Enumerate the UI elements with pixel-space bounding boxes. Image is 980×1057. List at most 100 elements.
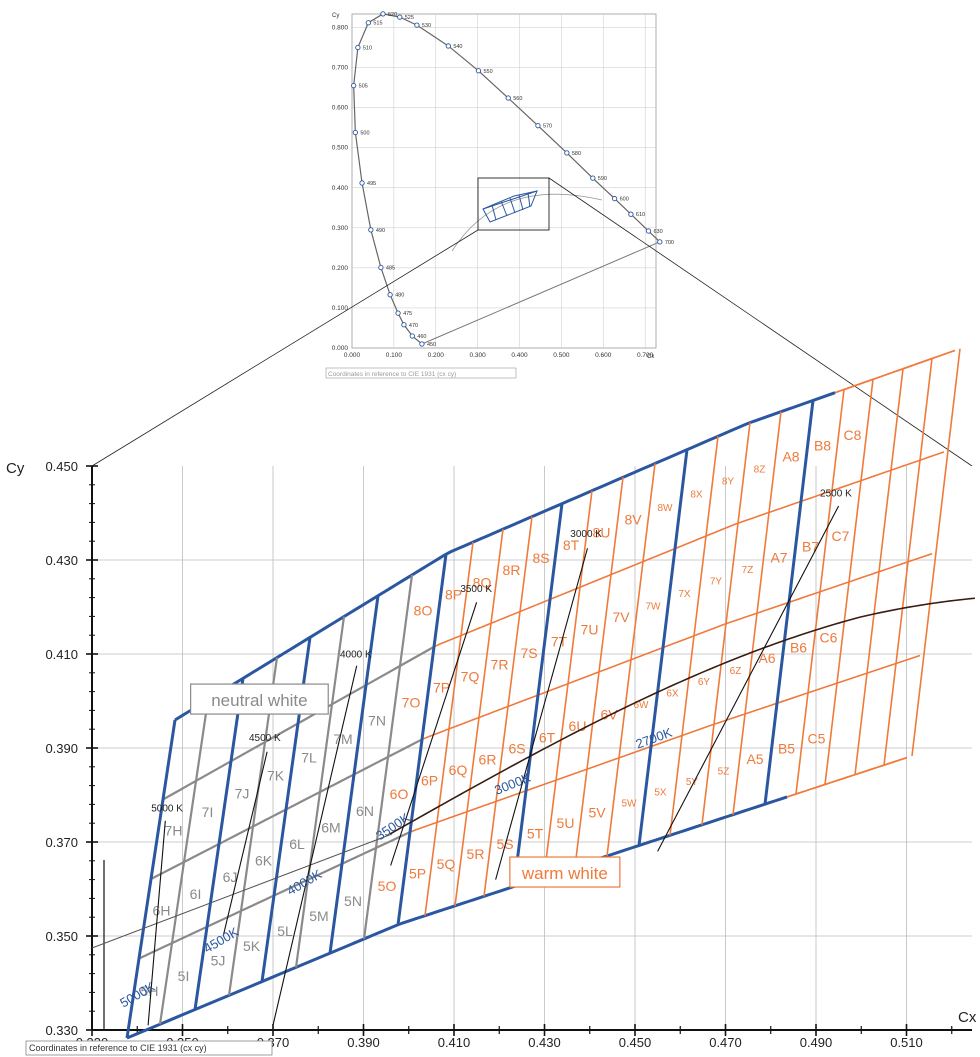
bin-grid: 5H 6H 7H 5I 6I 7I 5J 6J 7J 5K 6K 7K 5L 6L 7L 5M 6M 7M 5N 6N… [91,348,976,1040]
inset-wavelength-marker [387,292,393,298]
bin-blue-bottom [126,795,788,1040]
bin-label: 6K [255,853,273,869]
y-tick-label: 0.330 [45,1023,78,1038]
inset-wavelength-label: 525 [405,15,414,21]
bin-column-line [824,379,874,785]
inset-y-tick: 0.700 [332,65,349,72]
bin-label: 8X [690,490,703,501]
bin-label: 6W [634,700,650,711]
bin-label: 7R [491,657,509,673]
bin-label: 5T [527,826,544,842]
bin-label: 8R [503,562,521,578]
inset-wavelength-marker [419,341,425,347]
bin-column-line [328,595,380,954]
bin-label: 6P [421,773,438,789]
bin-column-line [795,389,845,795]
bin-label: 7N [368,713,386,729]
inset-wavelength-marker [359,180,365,186]
main-y-axis-label: Cy [6,460,25,477]
bin-label: 6Q [449,762,468,778]
inset-wavelength-marker [401,322,407,328]
inset-wavelength-marker [395,310,401,316]
cct-isotherm-line [147,820,166,1026]
inset-caption: Coordinates in reference to CIE 1931 (cx… [328,371,456,378]
region-label: neutral white [211,691,307,710]
bin-label: 8W [658,503,674,514]
inset-wavelength-marker [475,68,482,74]
bin-label: 5R [467,846,485,862]
inset-x-tick: 0.700 [637,352,654,359]
bin-label: 6R [479,751,497,767]
inset-wavelength-label: 505 [359,84,368,90]
bin-label: 8V [624,511,642,527]
bin-label: 7J [235,785,250,801]
inset-wavelength-marker [380,11,386,17]
main-caption-box [25,1040,273,1056]
inset-y-tick: 0.300 [332,225,349,232]
inset-wavelength-marker [564,150,570,156]
x-tick-label: 0.430 [528,1035,561,1050]
inset-x-tick: 0.200 [428,352,445,359]
cct-label: 4500 K [249,733,281,744]
bin-column-line [637,449,689,846]
bin-blue-top [174,391,836,722]
bin-label: 5U [557,815,575,831]
inset-wavelength-label: 700 [665,240,674,246]
bin-column-line [424,542,474,916]
bin-label: 6J [223,869,238,885]
bin-column-line [701,422,751,825]
inset-x-tick: 0.100 [386,352,403,359]
inset-y-tick: 0.600 [332,105,349,112]
bin-column-line [294,616,346,968]
inset-y-axis-label: Cy [332,13,339,19]
inset-wavelength-marker [628,211,634,217]
bin-label: 5Z [718,766,730,777]
y-tick-label: 0.390 [45,741,78,756]
bin-column-line [454,529,504,906]
bin-label: 6Z [730,666,742,677]
cct-isotherm-line [272,665,358,1026]
bin-label: A8 [782,448,799,464]
region-label-box [190,683,329,715]
inset-wavelength-label: 570 [543,124,552,130]
inset-caption-box [325,367,517,379]
cct-label: 2500 K [820,489,852,500]
bin-label: 8S [532,550,549,566]
bin-label: 6I [190,886,202,902]
bin-label: 8U [593,524,611,540]
bin-label: A5 [746,751,763,767]
bin-column-line [483,516,533,897]
inset-wavelength-marker [368,227,374,233]
inset-wavelength-label: 470 [409,323,418,329]
bin-label: 7O [402,694,421,710]
planckian-locus [389,597,976,835]
bin-label: 6N [356,803,374,819]
bin-label: 6S [508,740,525,756]
inset-wavelength-label: 590 [598,176,607,182]
bin-label: 7M [333,731,352,747]
bin-label: C6 [820,629,838,645]
bin-label: 6L [289,836,305,852]
bin-label: 5W [622,798,638,809]
bin-label: B7 [802,539,819,555]
cct-label: 3500 K [460,584,492,595]
inset-wavelength-marker [505,95,511,101]
cct-label: 3000 K [570,529,602,540]
inset-cie-diagram: 0.000 0.100 0.200 0.300 0.400 0.500 0.600 0.700… [325,11,674,379]
inset-wavelength-marker [657,239,663,245]
inset-wavelength-label: 475 [403,311,412,317]
bin-label: C5 [808,731,826,747]
cct-label: 5000 K [151,803,183,814]
bin-column-line [732,411,782,815]
bin-label: 5K [243,938,261,954]
bin-label: 8P [445,587,462,603]
bin-label: 7I [202,804,214,820]
inset-wavelength-label: 530 [422,23,431,29]
inset-y-tick: 0.000 [332,345,349,352]
inset-y-tick: 0.800 [332,25,349,32]
bin-label: 5N [344,893,362,909]
inset-wavelength-label: 550 [483,69,492,75]
inset-y-tick: 0.400 [332,185,349,192]
